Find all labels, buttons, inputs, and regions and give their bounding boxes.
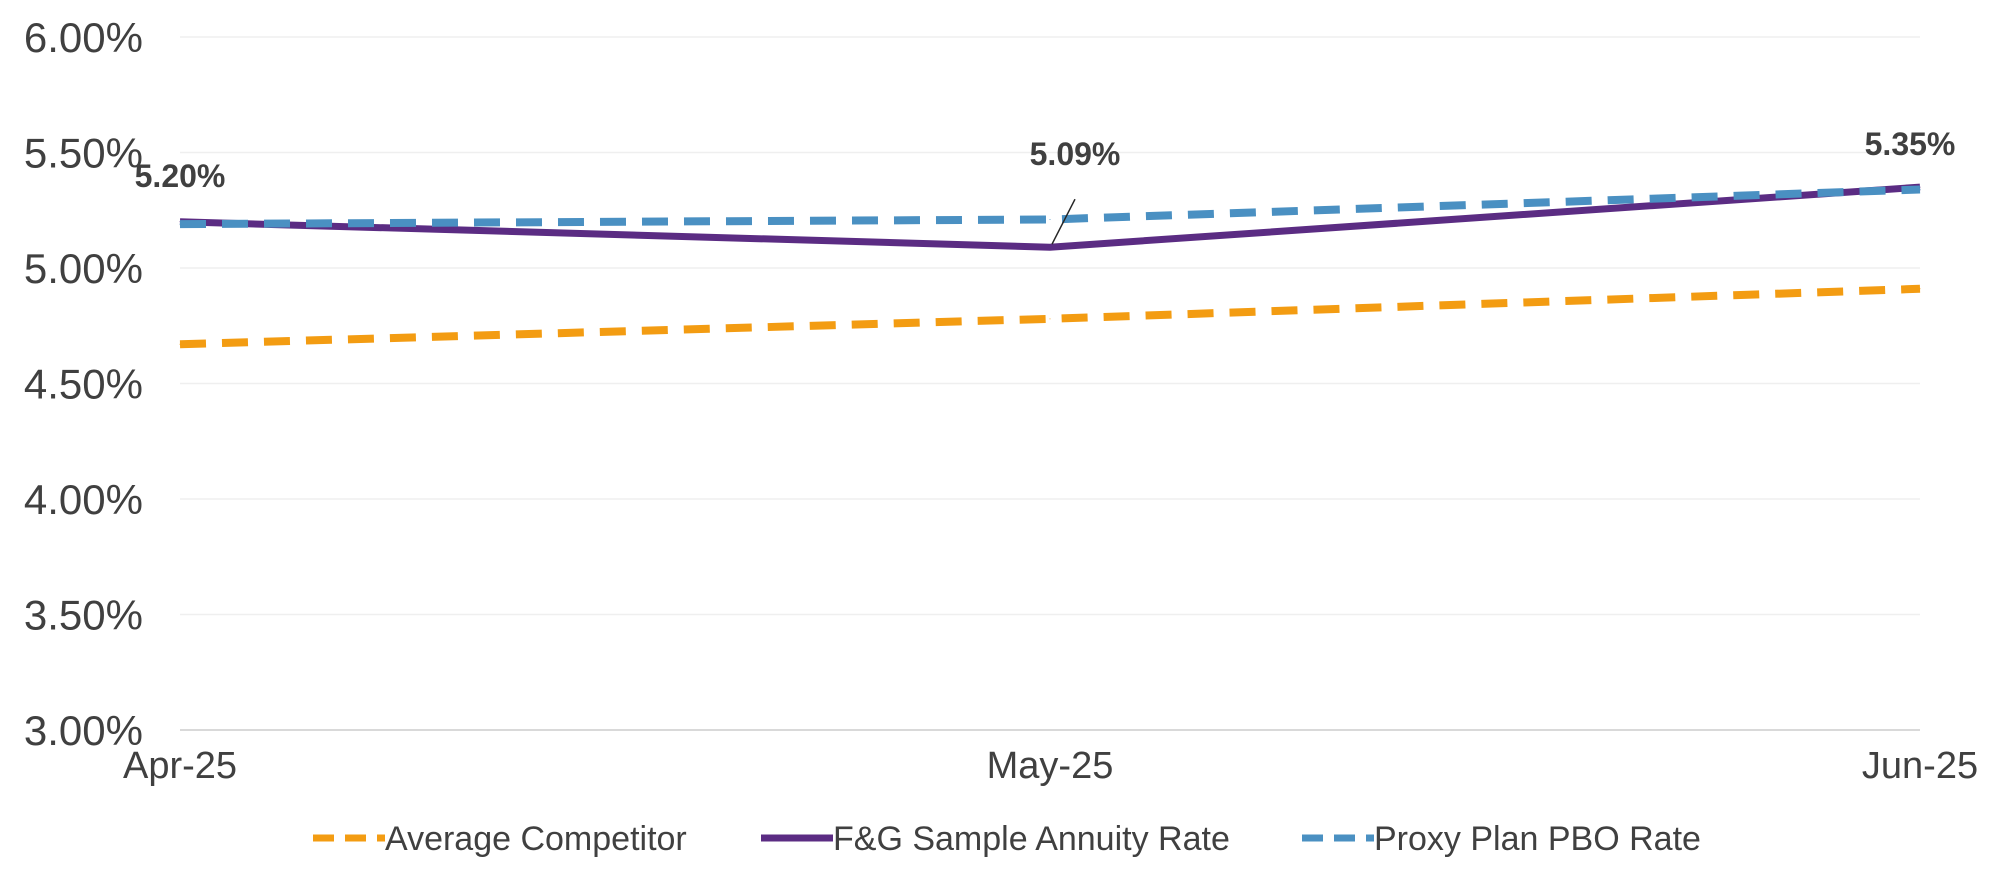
x-tick-label: May-25 <box>987 745 1114 787</box>
axis-layer: 6.00% 5.50% 5.00% 4.50% 4.00% 3.50% 3.00%Apr-2… <box>24 14 1978 787</box>
x-tick-label: Apr-25 <box>123 745 237 787</box>
data-point <box>179 223 181 225</box>
y-tick-label: 6.00% <box>24 14 143 61</box>
data-label: 5.20% <box>135 158 226 194</box>
legend: Average Competitor F&G Sample Annuity Rat… <box>313 820 1701 858</box>
series-line-2 <box>179 185 1921 229</box>
y-tick-label: 5.00% <box>24 245 143 292</box>
data-label: 5.35% <box>1865 126 1956 162</box>
data-point <box>1049 246 1051 248</box>
y-tick-label: 4.50% <box>24 361 143 408</box>
data-point <box>1919 288 1921 290</box>
y-tick-label: 4.00% <box>24 476 143 523</box>
data-point <box>1049 318 1051 320</box>
legend-label: Average Competitor <box>385 820 687 858</box>
legend-label: F&G Sample Annuity Rate <box>833 820 1230 858</box>
y-tick-label: 3.00% <box>24 707 143 754</box>
series-layer <box>179 183 1921 349</box>
data-point <box>179 343 181 345</box>
x-tick-label: Jun-25 <box>1862 745 1978 787</box>
data-point <box>1919 188 1921 190</box>
legend-label: Proxy Plan PBO Rate <box>1374 820 1701 858</box>
data-label: 5.09% <box>1030 136 1121 172</box>
data-label-layer: 5.20% 5.09% 5.35% <box>135 126 1956 245</box>
data-point <box>1049 218 1051 220</box>
grid-layer <box>180 36 1920 731</box>
y-tick-label: 3.50% <box>24 592 143 639</box>
data-label-leader-line <box>1051 198 1076 245</box>
series-line-0 <box>179 284 1921 349</box>
y-tick-label: 5.50% <box>24 130 143 177</box>
